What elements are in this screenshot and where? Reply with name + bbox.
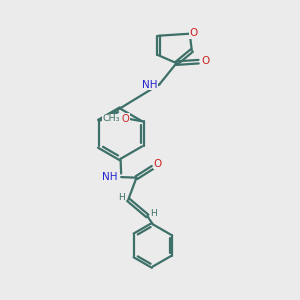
Text: O: O: [154, 159, 162, 169]
Text: O: O: [201, 56, 209, 66]
Text: O: O: [189, 28, 197, 38]
Text: H: H: [118, 193, 125, 202]
Text: O: O: [121, 114, 129, 124]
Text: NH: NH: [142, 80, 158, 90]
Text: H: H: [151, 209, 157, 218]
Text: CH₃: CH₃: [103, 114, 120, 123]
Text: NH: NH: [101, 172, 117, 182]
